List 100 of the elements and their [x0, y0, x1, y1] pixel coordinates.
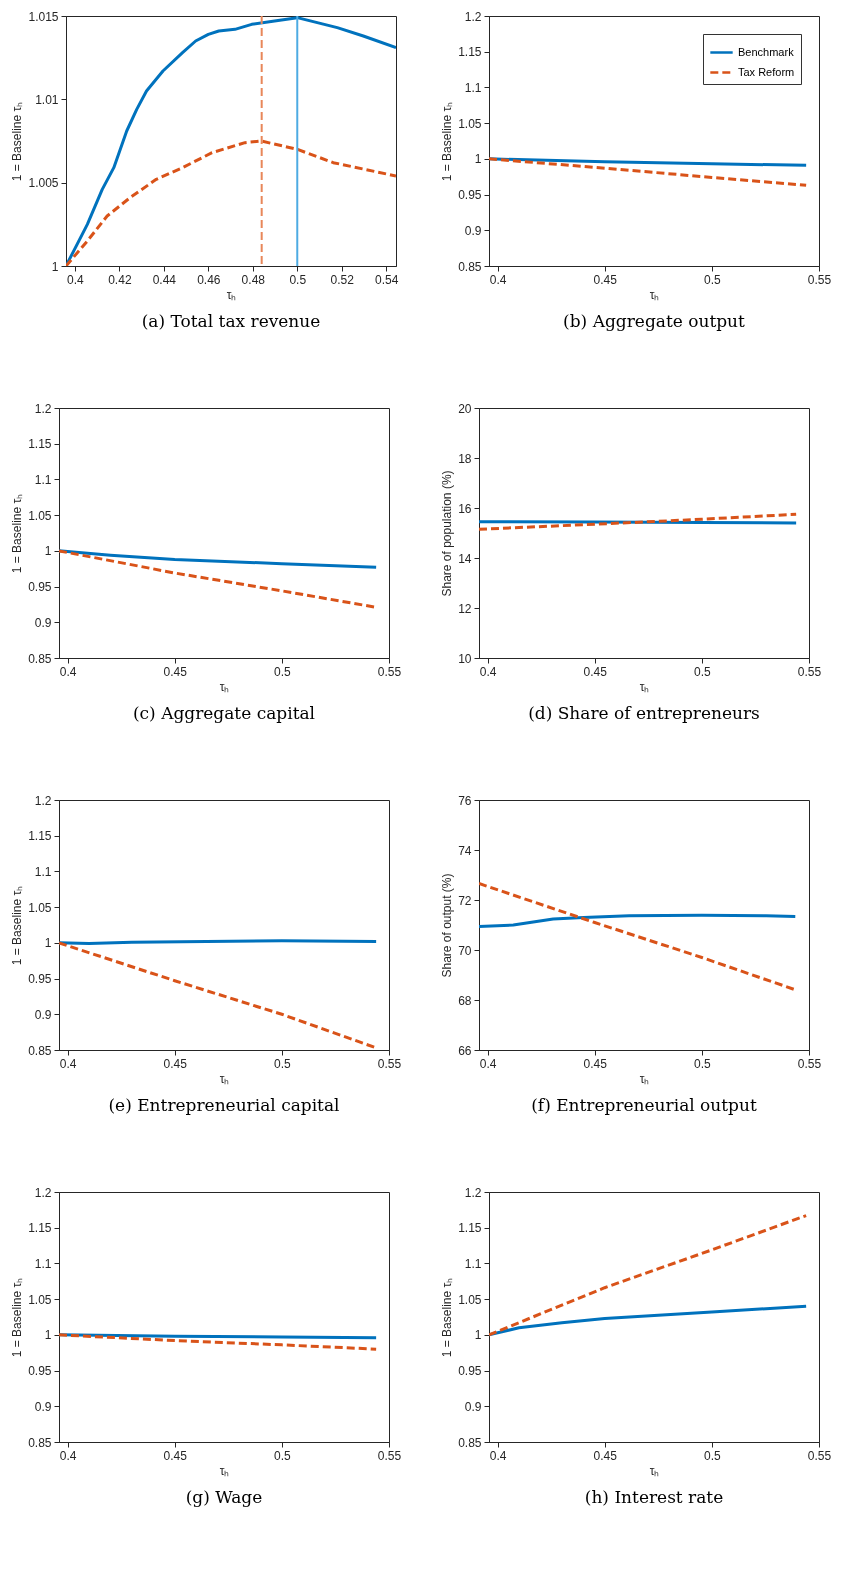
x-tick-label: 0.45: [163, 664, 188, 679]
y-tick-label: 0.85: [28, 651, 52, 666]
y-tick-label: 1: [44, 544, 52, 559]
y-tick-label: 1.1: [34, 1256, 52, 1271]
x-tick-label: 0.45: [163, 1448, 188, 1463]
y-tick-label: 1.1: [464, 80, 482, 95]
y-tick-label: 18: [458, 451, 472, 466]
y-axis-title: 1 = Baseline τₕ: [10, 101, 25, 182]
x-tick-label: 0.4: [59, 1448, 77, 1463]
y-tick-label: 1.15: [458, 45, 482, 60]
y-tick-label: 1.2: [464, 1185, 482, 1200]
y-tick-label: 1.1: [34, 472, 52, 487]
y-tick-label: 68: [458, 993, 472, 1008]
x-tick-label: 0.4: [67, 272, 85, 287]
x-tick-label: 0.55: [377, 664, 402, 679]
y-axis-title: 1 = Baseline τₕ: [10, 493, 25, 574]
x-tick-label: 0.45: [163, 1056, 188, 1071]
x-tick-label: 0.4: [489, 272, 507, 287]
y-tick-label: 0.95: [28, 972, 52, 987]
y-tick-label: 1: [44, 1328, 52, 1343]
y-tick-label: 1.05: [28, 508, 52, 523]
y-tick-label: 0.9: [34, 615, 52, 630]
legend-label: Benchmark: [738, 45, 795, 58]
y-tick-label: 1.2: [464, 9, 482, 24]
x-tick-label: 0.45: [593, 272, 618, 287]
x-tick-label: 0.5: [274, 1056, 292, 1071]
x-tick-label: 0.55: [807, 272, 832, 287]
x-tick-label: 0.42: [108, 272, 132, 287]
x-axis-title: τₕ: [639, 1071, 650, 1086]
x-tick-label: 0.45: [593, 1448, 618, 1463]
y-tick-label: 20: [458, 401, 472, 416]
y-tick-label: 1.015: [28, 9, 59, 24]
line-series: [489, 157, 808, 187]
x-tick-label: 0.55: [797, 1056, 822, 1071]
y-tick-label: 0.95: [28, 1364, 52, 1379]
y-tick-label: 0.85: [458, 259, 482, 274]
y-tick-label: 1.15: [28, 1221, 52, 1236]
y-tick-label: 1.15: [28, 829, 52, 844]
x-axis-title: τₕ: [219, 1463, 230, 1478]
text: (g) Wage: [185, 1487, 263, 1507]
x-tick-label: 0.4: [479, 1056, 497, 1071]
y-tick-label: 1.2: [34, 793, 52, 808]
x-tick-label: 0.55: [377, 1448, 402, 1463]
y-axis-title: Share of output (%): [440, 873, 455, 978]
y-tick-label: 0.9: [464, 1399, 482, 1414]
x-tick-label: 0.5: [274, 664, 292, 679]
legend-label: Tax Reform: [738, 65, 795, 78]
y-tick-label: 16: [458, 501, 472, 516]
y-tick-label: 1.05: [458, 116, 482, 131]
x-tick-label: 0.55: [807, 1448, 832, 1463]
y-tick-label: 0.9: [464, 223, 482, 238]
line-series: [489, 1304, 808, 1337]
line-series: [489, 1214, 808, 1337]
x-axis-title: τₕ: [219, 1071, 230, 1086]
y-tick-label: 76: [458, 793, 472, 808]
y-tick-label: 1.2: [34, 1185, 52, 1200]
line-series: [479, 882, 797, 992]
y-axis-title: 1 = Baseline τₕ: [440, 101, 455, 182]
x-tick-label: 0.5: [289, 272, 307, 287]
y-tick-label: 0.95: [458, 188, 482, 203]
x-axis-title: τₕ: [219, 679, 230, 694]
x-tick-label: 0.5: [704, 1448, 722, 1463]
y-tick-label: 1.05: [28, 1292, 52, 1307]
x-tick-label: 0.55: [797, 664, 822, 679]
text: (a) Total tax revenue: [141, 311, 321, 331]
text: (h) Interest rate: [584, 1487, 724, 1507]
text: (f) Entrepreneurial output: [531, 1095, 757, 1115]
y-axis-title: 1 = Baseline τₕ: [440, 1277, 455, 1358]
y-tick-label: 0.85: [28, 1435, 52, 1450]
x-tick-label: 0.4: [479, 664, 497, 679]
y-tick-label: 0.85: [458, 1435, 482, 1450]
text: (d) Share of entrepreneurs: [528, 703, 760, 723]
y-tick-label: 72: [458, 893, 472, 908]
x-tick-label: 0.5: [694, 664, 712, 679]
y-tick-label: 1.005: [28, 176, 59, 191]
y-axis-title: 1 = Baseline τₕ: [10, 1277, 25, 1358]
line-series: [59, 549, 378, 569]
y-tick-label: 1: [44, 936, 52, 951]
y-tick-label: 1.15: [28, 437, 52, 452]
y-tick-label: 14: [458, 551, 472, 566]
y-tick-label: 0.95: [28, 580, 52, 595]
x-tick-label: 0.46: [197, 272, 221, 287]
y-tick-label: 1.01: [35, 92, 59, 107]
x-tick-label: 0.45: [583, 664, 608, 679]
line-series: [479, 512, 798, 531]
x-tick-label: 0.4: [59, 664, 77, 679]
text: (e) Entrepreneurial capital: [108, 1095, 340, 1115]
y-tick-label: 0.95: [458, 1364, 482, 1379]
text: (c) Aggregate capital: [132, 703, 316, 723]
y-tick-label: 0.85: [28, 1043, 52, 1058]
x-tick-label: 0.48: [241, 272, 266, 287]
y-tick-label: 1.2: [34, 401, 52, 416]
y-tick-label: 1: [474, 1328, 482, 1343]
x-tick-label: 0.55: [377, 1056, 402, 1071]
y-tick-label: 70: [458, 943, 472, 958]
x-tick-label: 0.5: [694, 1056, 712, 1071]
x-axis-title: τₕ: [639, 679, 650, 694]
y-axis-title: 1 = Baseline τₕ: [10, 885, 25, 966]
y-tick-label: 1.05: [458, 1292, 482, 1307]
y-tick-label: 0.9: [34, 1007, 52, 1022]
